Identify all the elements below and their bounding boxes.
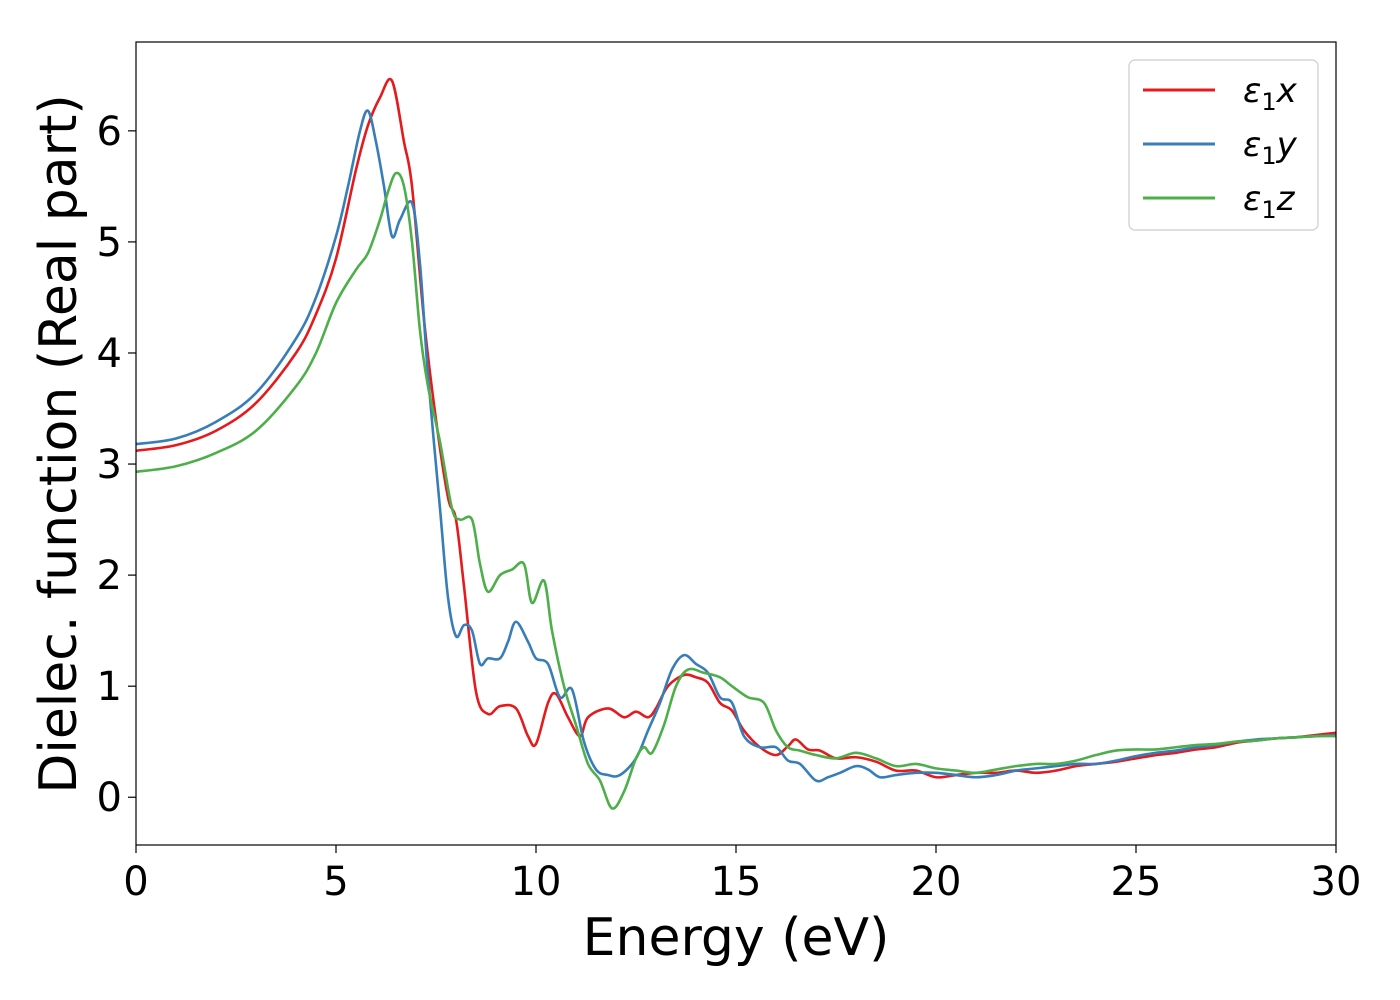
y-axis-label: Dielec. function (Real part) [29, 94, 89, 793]
legend-label-x: ε1x [1243, 71, 1298, 116]
legend: ε1x ε1y ε1z [1128, 59, 1319, 231]
x-axis: 0 5 10 15 20 25 30 [123, 845, 1361, 905]
y-tick-label: 1 [97, 664, 122, 710]
x-tick-label: 0 [123, 859, 148, 905]
x-tick-label: 20 [911, 859, 962, 905]
y-tick-label: 5 [97, 220, 122, 266]
y-tick-label: 2 [97, 553, 122, 599]
series-line-y [135, 109, 1337, 783]
x-tick-label: 25 [1111, 859, 1162, 905]
x-tick-label: 10 [511, 859, 562, 905]
legend-label-z: ε1z [1243, 179, 1296, 224]
x-tick-label: 15 [711, 859, 762, 905]
x-tick-label: 30 [1311, 859, 1362, 905]
y-axis: 0 1 2 3 4 5 6 [97, 109, 136, 821]
y-tick-label: 4 [97, 331, 122, 377]
x-axis-label: Energy (eV) [583, 908, 890, 968]
legend-label-y: ε1y [1243, 125, 1298, 170]
legend-box [1128, 59, 1319, 231]
y-tick-label: 0 [97, 775, 122, 821]
y-tick-label: 3 [97, 442, 122, 488]
series-layer [135, 77, 1337, 810]
series-line-z [135, 171, 1337, 810]
y-tick-label: 6 [97, 109, 122, 155]
x-tick-label: 5 [323, 859, 348, 905]
